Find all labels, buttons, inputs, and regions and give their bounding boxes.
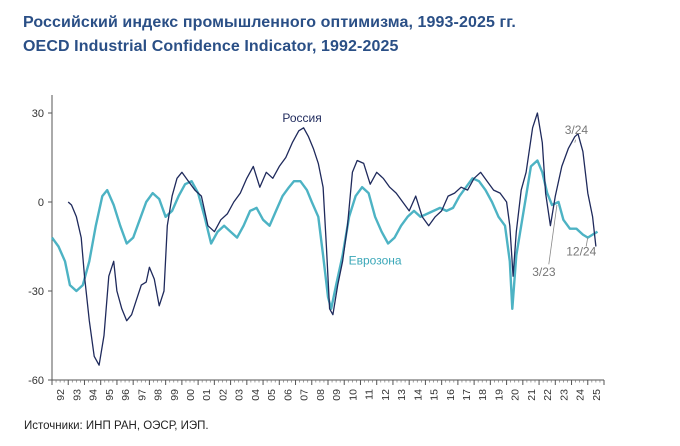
chart-title-russian: Российский индекс промышленного оптимизм… bbox=[23, 14, 516, 31]
x-tick-label: 11 bbox=[364, 389, 376, 400]
annotation-label: 12/24 bbox=[566, 244, 596, 258]
x-tick-label: 97 bbox=[136, 389, 148, 401]
x-tick-label: 92 bbox=[55, 389, 67, 401]
annotation-label: 3/24 bbox=[565, 123, 589, 137]
x-tick-label: 21 bbox=[526, 389, 538, 401]
x-tick-label: 22 bbox=[542, 389, 554, 401]
x-tick-label: 04 bbox=[250, 389, 262, 401]
x-tick-label: 98 bbox=[153, 389, 165, 401]
x-tick-label: 15 bbox=[429, 389, 441, 401]
source-note: Источники: ИНП РАН, ОЭСР, ИЭП. bbox=[24, 420, 209, 432]
x-tick-label: 24 bbox=[575, 389, 587, 401]
annotation-label: Еврозона bbox=[349, 253, 402, 267]
x-tick-label: 93 bbox=[71, 389, 83, 401]
x-tick-label: 03 bbox=[234, 389, 246, 401]
x-tick-label: 08 bbox=[315, 389, 327, 401]
x-tick-label: 13 bbox=[396, 389, 408, 401]
x-tick-label: 99 bbox=[169, 389, 181, 401]
x-tick-label: 96 bbox=[120, 389, 132, 401]
x-tick-label: 09 bbox=[331, 389, 343, 401]
russia-series-line bbox=[67, 112, 597, 366]
x-tick-label: 20 bbox=[510, 389, 522, 401]
x-tick-label: 06 bbox=[282, 389, 294, 401]
x-tick-label: 23 bbox=[558, 389, 570, 401]
annotation-label: Россия bbox=[282, 111, 321, 125]
annotation-pointer-3-23 bbox=[548, 204, 558, 265]
annotation-pointer-3-24 bbox=[574, 139, 576, 143]
chart-title-english: OECD Industrial Confidence Indicator, 19… bbox=[23, 38, 399, 55]
x-tick-label: 16 bbox=[445, 389, 457, 401]
x-tick-label: 10 bbox=[347, 389, 359, 401]
y-tick-label: -60 bbox=[28, 375, 44, 387]
y-tick-label: 30 bbox=[32, 108, 44, 120]
x-tick-label: 02 bbox=[217, 389, 229, 401]
x-tick-label: 00 bbox=[185, 389, 197, 401]
x-tick-label: 14 bbox=[412, 389, 424, 401]
x-tick-label: 05 bbox=[266, 389, 278, 401]
x-tick-label: 01 bbox=[201, 389, 213, 401]
x-tick-label: 07 bbox=[299, 389, 311, 401]
x-tick-label: 18 bbox=[477, 389, 489, 401]
annotation-label: 3/23 bbox=[532, 265, 556, 279]
y-tick-label: 0 bbox=[38, 197, 44, 209]
annotation-pointer-12-24 bbox=[585, 237, 589, 247]
eurozone-series-line bbox=[51, 159, 599, 310]
x-tick-label: 17 bbox=[461, 389, 473, 401]
x-tick-label: 19 bbox=[493, 389, 505, 401]
x-tick-label: 94 bbox=[88, 389, 100, 401]
x-tick-label: 95 bbox=[104, 389, 116, 401]
x-tick-label: 12 bbox=[380, 389, 392, 401]
x-tick-label: 25 bbox=[591, 389, 603, 401]
y-tick-label: -30 bbox=[28, 286, 44, 298]
